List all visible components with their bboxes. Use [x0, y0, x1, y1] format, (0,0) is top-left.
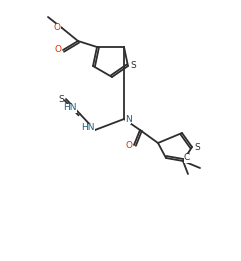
Text: S: S	[194, 143, 200, 151]
Text: S: S	[58, 94, 64, 104]
Text: C: C	[184, 153, 190, 163]
Text: HN: HN	[81, 123, 95, 133]
Text: O: O	[54, 44, 61, 54]
Text: S: S	[130, 62, 136, 70]
Text: O: O	[126, 140, 133, 150]
Text: O: O	[54, 23, 60, 33]
Text: HN: HN	[63, 104, 77, 112]
Text: N: N	[125, 115, 131, 123]
